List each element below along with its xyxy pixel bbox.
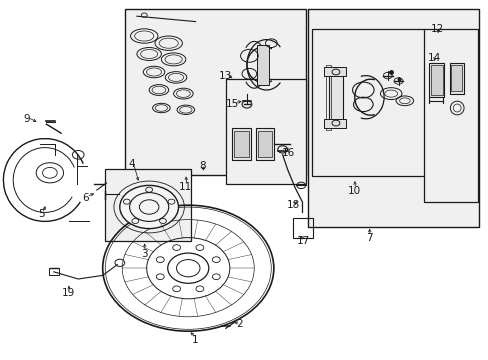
Text: 1: 1 bbox=[192, 335, 199, 345]
Text: 16: 16 bbox=[281, 148, 295, 158]
Text: 12: 12 bbox=[430, 24, 444, 34]
Text: 19: 19 bbox=[61, 288, 75, 298]
Text: 9: 9 bbox=[23, 114, 30, 124]
Text: 7: 7 bbox=[365, 233, 372, 243]
Bar bbox=[450, 65, 461, 91]
Bar bbox=[430, 65, 442, 95]
Text: 18: 18 bbox=[286, 200, 300, 210]
Text: 17: 17 bbox=[296, 236, 309, 246]
Bar bbox=[424, 29, 477, 202]
Text: 5: 5 bbox=[38, 209, 45, 219]
Text: 4: 4 bbox=[128, 159, 135, 169]
Bar bbox=[225, 79, 305, 184]
Bar bbox=[232, 128, 250, 160]
Bar bbox=[255, 128, 274, 160]
Text: 2: 2 bbox=[236, 319, 243, 329]
Bar bbox=[307, 9, 478, 227]
Text: 10: 10 bbox=[347, 186, 360, 196]
Text: 14: 14 bbox=[427, 53, 440, 63]
Text: 8: 8 bbox=[199, 161, 206, 171]
Bar bbox=[105, 169, 190, 241]
Bar bbox=[234, 131, 248, 157]
Bar bbox=[257, 131, 272, 157]
Text: 11: 11 bbox=[179, 182, 192, 192]
Bar bbox=[323, 119, 345, 128]
Circle shape bbox=[120, 185, 178, 229]
Bar bbox=[256, 45, 268, 85]
Bar bbox=[311, 29, 425, 176]
Text: 13: 13 bbox=[219, 71, 232, 81]
Bar bbox=[449, 63, 463, 94]
Bar bbox=[293, 218, 312, 238]
Text: 15: 15 bbox=[225, 99, 239, 109]
Bar bbox=[49, 268, 59, 275]
Bar bbox=[325, 65, 330, 130]
Text: 6: 6 bbox=[82, 193, 89, 203]
Bar bbox=[428, 63, 443, 97]
Bar bbox=[124, 9, 305, 175]
Bar bbox=[328, 68, 343, 126]
Bar bbox=[323, 67, 345, 76]
Text: 3: 3 bbox=[141, 249, 147, 259]
